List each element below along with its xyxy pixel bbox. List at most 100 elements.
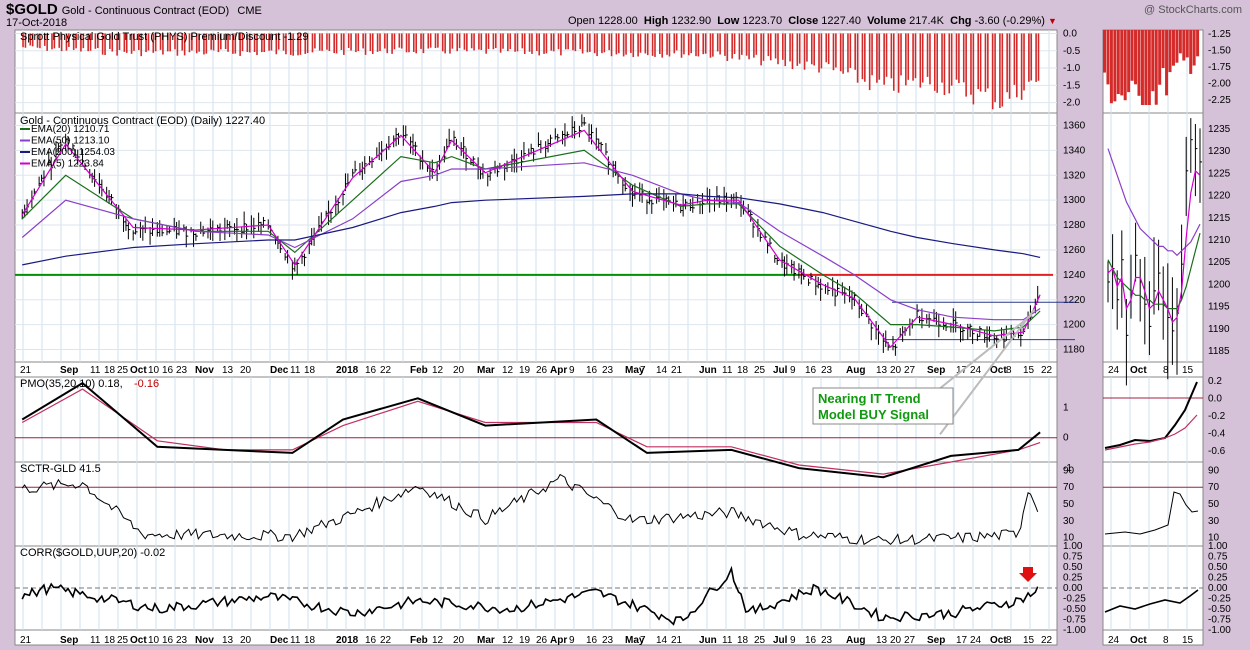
x-tick-label: Oct (130, 365, 147, 376)
phys-bar (140, 33, 143, 57)
inset-phys-bar (1137, 30, 1141, 96)
inset-phys-bar (1140, 30, 1144, 105)
x-tick-label-bottom: Oct (130, 635, 147, 646)
inset-y-tick-label: -0.25 (1208, 594, 1231, 605)
x-tick-label-bottom: 22 (1041, 635, 1053, 646)
phys-bar (314, 33, 316, 49)
x-tick-label-bottom: 16 (586, 635, 598, 646)
inset-phys-bar (1165, 30, 1169, 96)
phys-bar (68, 33, 70, 47)
phys-bar (24, 33, 27, 48)
inset-y-tick-label: -2.00 (1208, 79, 1231, 90)
x-tick-label: 24 (970, 365, 982, 376)
phys-bar (355, 33, 357, 53)
annotation-text-line1: Nearing IT Trend (818, 391, 921, 406)
phys-bar (154, 33, 157, 52)
series-ema5 (21, 129, 1041, 349)
chart-date: 17-Oct-2018 (6, 17, 68, 29)
phys-bar (861, 33, 864, 80)
phys-bar (183, 33, 186, 56)
legend-label: EMA(5) 1223.84 (31, 159, 104, 170)
phys-bar (357, 33, 360, 52)
phys-bar (514, 33, 516, 52)
phys-bar (384, 33, 386, 49)
phys-bar (666, 33, 668, 55)
y-tick-label: -2.0 (1063, 98, 1081, 109)
high-label: High (643, 15, 669, 27)
phys-bar (798, 33, 801, 64)
close-label: Close (788, 15, 819, 27)
x-tick-label-bottom: 12 (432, 635, 444, 646)
inset-phys-bar (1189, 30, 1193, 74)
phys-bar (907, 33, 910, 80)
phys-bar (876, 33, 878, 83)
phys-bar (46, 33, 48, 51)
y-tick-label: 1200 (1063, 320, 1086, 331)
x-tick-label: 20 (240, 365, 252, 376)
x-tick-label-bottom: 14 (656, 635, 668, 646)
inset-y-tick-label: 0.75 (1208, 552, 1228, 563)
phys-bar (774, 33, 777, 59)
inset-phys-bar (1158, 30, 1162, 85)
phys-bar (847, 33, 849, 73)
phys-bar (659, 33, 661, 55)
x-tick-label: 27 (904, 365, 916, 376)
phys-bar (871, 33, 873, 76)
phys-bar (586, 33, 589, 53)
phys-bar (579, 33, 582, 50)
phys-bar (842, 33, 844, 74)
phys-bar (832, 33, 835, 71)
inset-phys-bar (1185, 30, 1189, 58)
x-tick-label-bottom: 2018 (336, 635, 359, 646)
y-tick-label: 1300 (1063, 195, 1086, 206)
annotation-box (812, 387, 954, 425)
phys-bar (531, 33, 533, 54)
phys-bar (543, 33, 545, 54)
inset-phys-bar (1171, 30, 1175, 66)
phys-bar (130, 33, 133, 54)
phys-bar (1001, 33, 1004, 107)
annotation-pointer (939, 309, 1035, 435)
volume-value: 217.4K (909, 15, 945, 27)
y-tick-label: 0 (1063, 433, 1069, 444)
exchange: CME (237, 5, 262, 17)
phys-bar (738, 33, 741, 60)
phys-bar (695, 33, 697, 57)
phys-bar (789, 33, 791, 62)
phys-bar (494, 33, 497, 49)
x-tick-label-bottom: Sep (60, 635, 78, 646)
inset-phys-bar (1175, 30, 1179, 63)
phys-bar (31, 33, 34, 47)
phys-bar (391, 33, 393, 54)
phys-bar (972, 33, 975, 105)
phys-bar (885, 33, 888, 77)
phys-bar (51, 33, 53, 50)
x-tick-label: 21 (671, 365, 683, 376)
phys-bar (386, 33, 389, 54)
inset-y-tick-label: -1.50 (1208, 46, 1231, 57)
inset-phys-bar (1182, 30, 1186, 61)
y-tick-label: 0.0 (1063, 28, 1077, 39)
phys-bar (82, 33, 85, 49)
legend-label: EMA(50) 1213.10 (31, 136, 110, 147)
phys-bar (297, 33, 299, 56)
phys-bar (1006, 33, 1008, 93)
y-tick-label: -1.00 (1063, 625, 1086, 636)
phys-bar (905, 33, 907, 86)
x-tick-label-bottom: 27 (904, 635, 916, 646)
sctr-line (21, 473, 1039, 546)
phys-bar (622, 33, 625, 57)
inset-phys-bar (1109, 30, 1113, 104)
phys-bar (868, 33, 871, 91)
phys-bar (849, 33, 852, 68)
y-tick-label: 10 (1063, 533, 1075, 544)
inset-x-axis-band (1102, 361, 1204, 378)
phys-bar (733, 33, 736, 55)
phys-bar (152, 33, 155, 53)
inset-phys-bar (1154, 30, 1158, 105)
phys-bar (101, 33, 104, 55)
inset-panel-price (1102, 112, 1204, 363)
inset-corr-line (1104, 589, 1199, 613)
x-tick-label: Jun (699, 365, 717, 376)
phys-bar (796, 33, 799, 66)
